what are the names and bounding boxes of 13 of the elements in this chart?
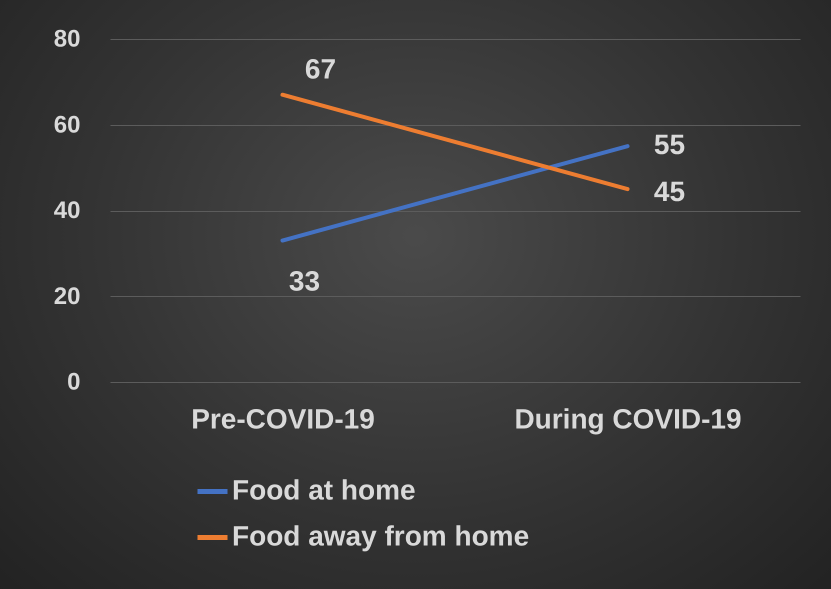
x-tick-label: Pre-COVID-19 xyxy=(191,404,375,434)
y-tick-label: 80 xyxy=(54,26,80,52)
legend-label: Food away from home xyxy=(232,520,530,552)
y-tick-label: 40 xyxy=(54,197,80,224)
data-label: 67 xyxy=(304,54,336,85)
data-label: 33 xyxy=(288,266,320,297)
legend-label: Food at home xyxy=(232,474,416,506)
y-tick-label: 60 xyxy=(54,111,80,138)
data-label: 45 xyxy=(654,176,686,208)
y-tick-label: 20 xyxy=(54,282,80,310)
y-tick-label: 0 xyxy=(67,368,80,396)
x-tick-label: During COVID-19 xyxy=(514,404,742,434)
data-label: 55 xyxy=(654,129,686,160)
